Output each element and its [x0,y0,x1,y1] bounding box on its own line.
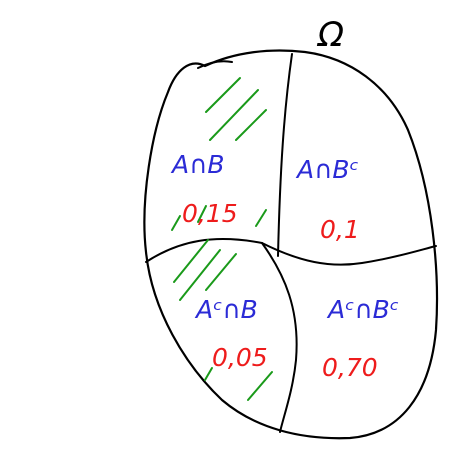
divider-horizontal-right [261,242,437,266]
probability-a-and-b: 0,15 [182,199,238,228]
sample-space-stroke-start [197,60,233,69]
divider-vertical-upper [277,53,293,257]
probability-a-and-bc: 0,1 [320,215,360,244]
hatching-ac-and-b [173,239,273,401]
probability-ac-and-b: 0,05 [212,343,268,372]
hatching-a-and-b [171,77,267,231]
region-label-ac-and-bc: Aᶜ∩Bᶜ [326,295,399,324]
probability-ac-and-bc: 0,70 [322,353,378,382]
divider-horizontal-left [145,238,263,263]
region-label-a-and-b: A∩B [170,150,225,179]
region-label-a-and-bc: A∩Bᶜ [295,155,359,184]
divider-vertical-lower [261,242,298,433]
sample-space-label: Ω [316,15,344,55]
sample-space-boundary [143,49,439,440]
region-label-ac-and-b: Aᶜ∩B [194,295,258,324]
